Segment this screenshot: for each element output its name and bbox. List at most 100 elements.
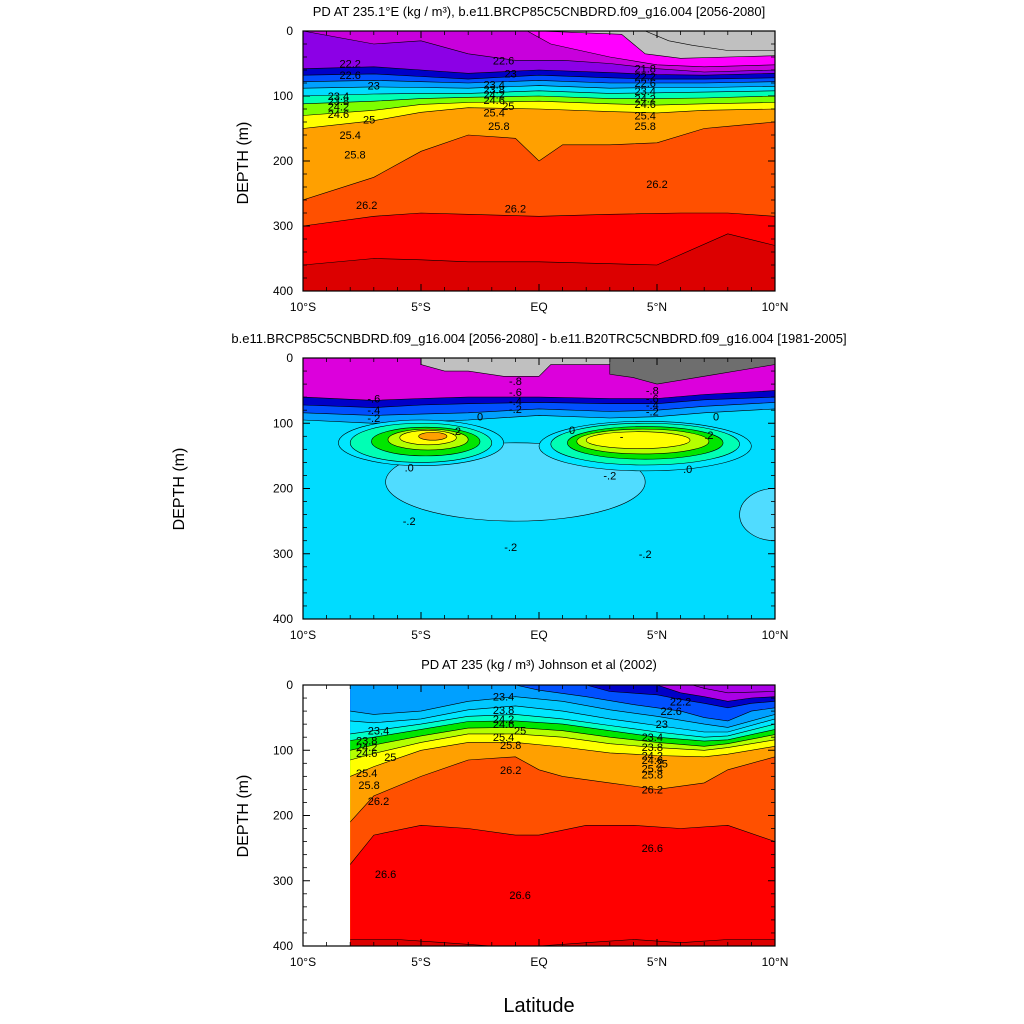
contour-label: 25: [363, 114, 375, 126]
contour-label: -.2: [509, 404, 522, 416]
contour-label: 26.2: [356, 200, 377, 212]
contour-label: 25.8: [344, 150, 365, 162]
x-tick-label: 5°S: [411, 300, 430, 314]
contour-label: 26.2: [646, 179, 667, 191]
contour-label: 25.8: [488, 121, 509, 133]
contour-label: 23.8: [483, 85, 504, 97]
contour-label: 23: [505, 68, 517, 80]
contour-label: -.6: [509, 387, 522, 399]
contour-band: [303, 233, 775, 291]
contour-label: -.2: [639, 549, 652, 561]
contour-label: 23: [656, 719, 668, 731]
x-tick-label: 5°S: [411, 628, 430, 642]
contour-label: -: [620, 431, 624, 443]
panel-2: b.e11.BRCP85C5CNBDRD.f09_g16.004 [2056-2…: [171, 331, 847, 642]
contour-label: 24.6: [493, 719, 514, 731]
y-tick-label: 300: [273, 874, 293, 888]
contour-label: 26.2: [500, 765, 521, 777]
contour-label: -.2: [504, 542, 517, 554]
y-tick-label: 0: [286, 678, 293, 692]
contour-label: 24.2: [642, 750, 663, 762]
panel-3-plot: 23.423.824.224.6 2525.425.826.226.623.423…: [273, 678, 788, 969]
y-tick-label: 200: [273, 154, 293, 168]
y-tick-label: 100: [273, 416, 293, 430]
contour-label: 22.6: [660, 706, 681, 718]
contour-label: 24.2: [483, 90, 504, 102]
contour-label: 23.4: [328, 91, 349, 103]
contour-band: [350, 824, 775, 946]
contour-label: 25: [656, 758, 668, 770]
contour-label: 25.4: [642, 764, 663, 776]
panel-1-title: PD AT 235.1°E (kg / m³), b.e11.BRCP85C5C…: [313, 4, 766, 19]
y-tick-label: 400: [273, 939, 293, 953]
contour-fills: [303, 31, 775, 291]
contour-label: 22.6: [634, 78, 655, 90]
contour-label: 21.8: [634, 64, 655, 76]
contour-label: 25.8: [642, 769, 663, 781]
panel-3-ylabel: DEPTH (m): [235, 775, 252, 858]
y-tick-label: 300: [273, 547, 293, 561]
contour-label: .2: [452, 426, 461, 438]
contour-label: 24.6: [356, 748, 377, 760]
contour-label: 26.6: [375, 869, 396, 881]
x-tick-label: 5°N: [647, 628, 667, 642]
contour-label: 26.2: [505, 203, 526, 215]
contour-label: 24.2: [634, 94, 655, 106]
contour-label: 23.4: [642, 732, 663, 744]
contour-label: 25.4: [356, 768, 377, 780]
contour-label: 25: [514, 726, 526, 738]
panel-3-title: PD AT 235 (kg / m³) Johnson et al (2002): [421, 657, 657, 672]
contour-label: 23.8: [493, 705, 514, 717]
contour-label: -.2: [603, 470, 616, 482]
panel-1-ylabel: DEPTH (m): [235, 122, 252, 205]
y-tick-label: 200: [273, 809, 293, 823]
contour-label: 23.8: [642, 742, 663, 754]
contour-label: 24.6: [634, 99, 655, 111]
contour-blob: [418, 432, 448, 441]
contour-label: 26.2: [642, 784, 663, 796]
x-tick-label: 10°S: [290, 300, 316, 314]
contour-label: .0: [405, 463, 414, 475]
contour-label: 25: [384, 752, 396, 764]
contour-label: 26.2: [368, 796, 389, 808]
contour-label: 23.4: [493, 692, 514, 704]
contour-label: 25.8: [500, 740, 521, 752]
y-tick-label: 300: [273, 219, 293, 233]
x-tick-label: 10°N: [762, 628, 789, 642]
contour-label: 26.6: [642, 843, 663, 855]
contour-label: 26.6: [509, 890, 530, 902]
contour-label: 25.4: [483, 107, 504, 119]
contour-label: -.8: [509, 376, 522, 388]
contour-label: 25: [502, 101, 514, 113]
contour-label: 24.6: [642, 755, 663, 767]
x-tick-label: 5°N: [647, 300, 667, 314]
x-tick-label: EQ: [530, 628, 547, 642]
x-tick-label: 10°N: [762, 955, 789, 969]
y-tick-label: 200: [273, 482, 293, 496]
contour-blob: [585, 431, 691, 449]
contour-label: 23.4: [634, 86, 655, 98]
y-tick-label: 400: [273, 284, 293, 298]
contour-fills: [303, 358, 775, 619]
contour-label: .0: [683, 464, 692, 476]
contour-label: -.2: [367, 413, 380, 425]
contour-label: 0: [569, 425, 575, 437]
contour-label: -.2: [403, 516, 416, 528]
y-tick-label: 400: [273, 612, 293, 626]
contour-label: 23.8: [328, 96, 349, 108]
x-tick-label: 10°N: [762, 300, 789, 314]
contour-label: -.4: [367, 405, 380, 417]
x-tick-label: 5°S: [411, 955, 430, 969]
panel-2-ylabel: DEPTH (m): [171, 448, 188, 531]
contour-label: 22.2: [670, 696, 691, 708]
contour-label: -.4: [509, 396, 522, 408]
y-tick-label: 100: [273, 743, 293, 757]
contour-label: 22.6: [339, 70, 360, 82]
x-tick-label: EQ: [530, 955, 547, 969]
contour-label: 0: [713, 412, 719, 424]
panel-1: PD AT 235.1°E (kg / m³), b.e11.BRCP85C5C…: [235, 4, 788, 314]
contour-label: 24.6: [328, 109, 349, 121]
x-tick-label: EQ: [530, 300, 547, 314]
x-tick-label: 10°S: [290, 955, 316, 969]
